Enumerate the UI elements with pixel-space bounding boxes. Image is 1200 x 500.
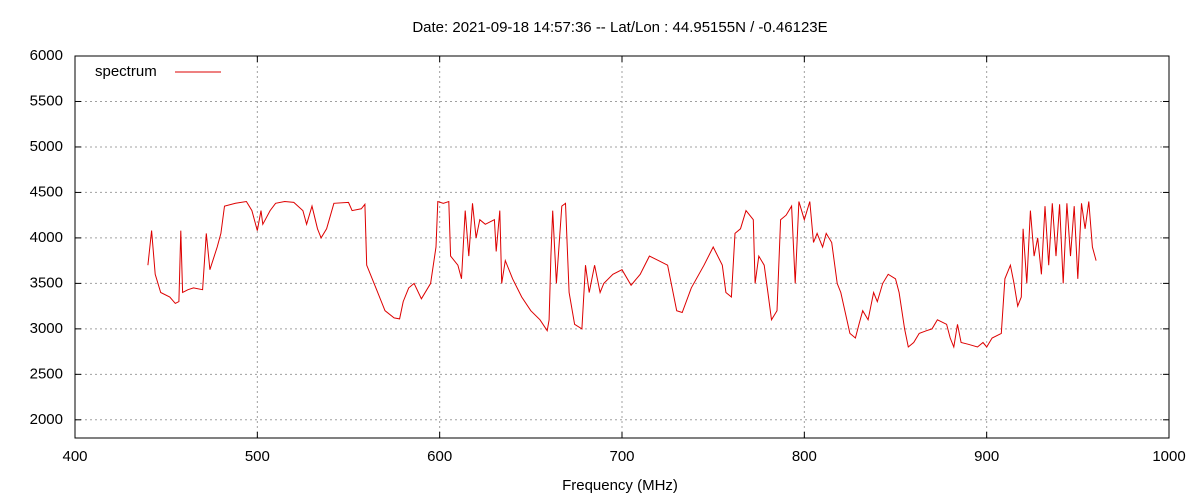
x-tick-label: 800 (792, 448, 817, 465)
chart-title: Date: 2021-09-18 14:57:36 -- Lat/Lon : 4… (412, 19, 827, 36)
x-tick-label: 700 (609, 448, 634, 465)
x-tick-label: 600 (427, 448, 452, 465)
y-tick-label: 3500 (30, 274, 63, 291)
x-tick-label: 900 (974, 448, 999, 465)
x-tick-label: 500 (245, 448, 270, 465)
plot-frame (74, 55, 1170, 439)
x-tick-label: 1000 (1152, 448, 1185, 465)
y-tick-label: 3000 (30, 320, 63, 337)
x-tick-label: 400 (62, 448, 87, 465)
spectrum-line (147, 200, 1097, 349)
legend-label: spectrum (95, 63, 157, 80)
x-axis-label: Frequency (MHz) (562, 477, 678, 494)
y-tick-label: 2500 (30, 365, 63, 382)
y-tick-label: 4000 (30, 229, 63, 246)
y-tick-label: 2000 (30, 411, 63, 428)
y-tick-label: 4500 (30, 183, 63, 200)
y-tick-label: 5500 (30, 92, 63, 109)
y-tick-label: 6000 (30, 47, 63, 64)
y-tick-label: 5000 (30, 138, 63, 155)
